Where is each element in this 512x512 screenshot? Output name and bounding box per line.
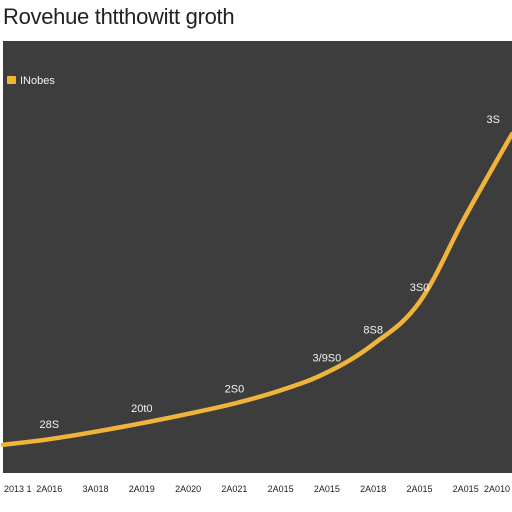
plot-area [3, 41, 512, 473]
x-tick-label-8: 2A018 [360, 484, 386, 494]
data-label-0: 28S [40, 419, 60, 431]
x-tick-label-1: 2A016 [36, 484, 62, 494]
data-label-5: 3S0 [410, 282, 430, 294]
x-tick-label-11: 2A010 [484, 484, 510, 494]
x-tick-label-4: 2A020 [175, 484, 201, 494]
data-label-3: 3/9S0 [313, 353, 342, 365]
x-tick-label-2: 3A018 [82, 484, 108, 494]
x-tick-label-0: 2013 1 [4, 484, 32, 494]
data-label-2: 2S0 [225, 384, 245, 396]
data-labels: 28S 20t0 2S0 3/9S0 8S8 3S0 3S [40, 114, 500, 431]
data-label-6: 3S [487, 114, 500, 126]
x-tick-label-7: 2A015 [314, 484, 340, 494]
legend-label-series: INobes [20, 75, 55, 87]
chart-title: Rovehue thtthowitt groth [3, 4, 235, 29]
x-axis-ticks: 2013 1 2A016 3A018 2A019 2A020 2A021 2A015 2A01… [4, 484, 510, 494]
x-tick-label-3: 2A019 [129, 484, 155, 494]
x-tick-label-10: 2A015 [453, 484, 479, 494]
legend: INobes [7, 75, 55, 87]
data-label-4: 8S8 [363, 324, 383, 336]
x-tick-label-6: 2A015 [268, 484, 294, 494]
data-label-1: 20t0 [131, 403, 152, 415]
legend-swatch [7, 76, 16, 84]
x-tick-label-9: 2A015 [406, 484, 432, 494]
series-line-0 [0, 131, 512, 448]
series-layer [0, 131, 512, 448]
x-tick-label-5: 2A021 [221, 484, 247, 494]
